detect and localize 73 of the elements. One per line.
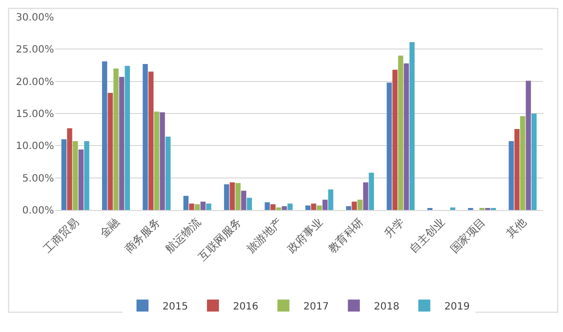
bar <box>264 202 270 210</box>
legend-label: 2019 <box>444 301 470 312</box>
bar <box>230 182 235 210</box>
bar <box>235 182 241 210</box>
bar <box>154 112 160 210</box>
bar <box>386 82 392 210</box>
legend-label: 2016 <box>232 301 258 312</box>
bar <box>113 68 119 210</box>
bar <box>404 63 409 210</box>
bar <box>392 70 398 210</box>
x-tick-label: 升学 <box>382 216 407 240</box>
x-tick-label: 工商贸易 <box>41 216 82 256</box>
bar <box>287 204 293 210</box>
bar <box>357 200 363 210</box>
bar <box>316 206 322 210</box>
bar <box>531 114 537 210</box>
legend-label: 2017 <box>303 301 329 312</box>
bar <box>346 206 352 210</box>
bar <box>276 207 282 210</box>
y-tick-label: 15.00% <box>16 109 54 120</box>
bar <box>124 66 130 210</box>
y-tick-label: 0.00% <box>22 206 54 216</box>
bar <box>200 202 206 210</box>
bar <box>328 189 334 210</box>
y-tick-label: 10.00% <box>16 141 54 152</box>
bar <box>148 72 154 210</box>
bar <box>142 64 148 210</box>
bar <box>241 190 246 210</box>
bar <box>84 141 90 210</box>
bar <box>508 141 514 210</box>
x-tick-label: 教育科研 <box>326 216 366 256</box>
y-tick-label: 5.00% <box>22 173 54 184</box>
bar <box>270 204 276 210</box>
bar <box>102 61 108 210</box>
bar <box>520 116 526 210</box>
bar <box>246 198 252 210</box>
bar <box>224 184 230 210</box>
y-tick-label: 25.00% <box>16 44 54 56</box>
legend-label: 2018 <box>374 301 400 312</box>
bar <box>409 42 415 210</box>
bar <box>67 128 72 210</box>
bar <box>363 182 368 210</box>
bar <box>450 207 456 210</box>
x-tick-label: 金融 <box>97 216 122 240</box>
x-tick-label: 自主创业 <box>407 216 448 256</box>
bar <box>194 204 200 210</box>
y-tick-label: 30.00% <box>16 12 54 24</box>
x-tick-label: 其他 <box>504 216 529 240</box>
bar <box>282 206 287 210</box>
x-tick-label: 商务服务 <box>122 216 163 256</box>
bar <box>119 76 124 210</box>
bar <box>108 92 113 210</box>
bar <box>398 56 404 210</box>
bar <box>78 150 84 210</box>
bar <box>189 204 194 210</box>
bar <box>305 206 311 210</box>
bar <box>352 202 357 210</box>
bar <box>322 200 328 210</box>
x-tick-label: 政府事业 <box>285 216 326 256</box>
bar <box>160 112 165 210</box>
bar <box>514 128 520 210</box>
y-tick-label: 20.00% <box>16 76 54 88</box>
bar <box>311 204 316 210</box>
bar <box>72 141 78 210</box>
bar <box>165 136 171 210</box>
x-tick-label: 国家项目 <box>448 216 488 256</box>
bar <box>183 196 189 210</box>
bar <box>368 172 374 210</box>
bar <box>61 139 67 210</box>
bar <box>206 204 212 210</box>
x-tick-label: 旅游地产 <box>244 216 285 256</box>
legend-label: 2015 <box>162 301 188 312</box>
bar <box>526 80 531 210</box>
